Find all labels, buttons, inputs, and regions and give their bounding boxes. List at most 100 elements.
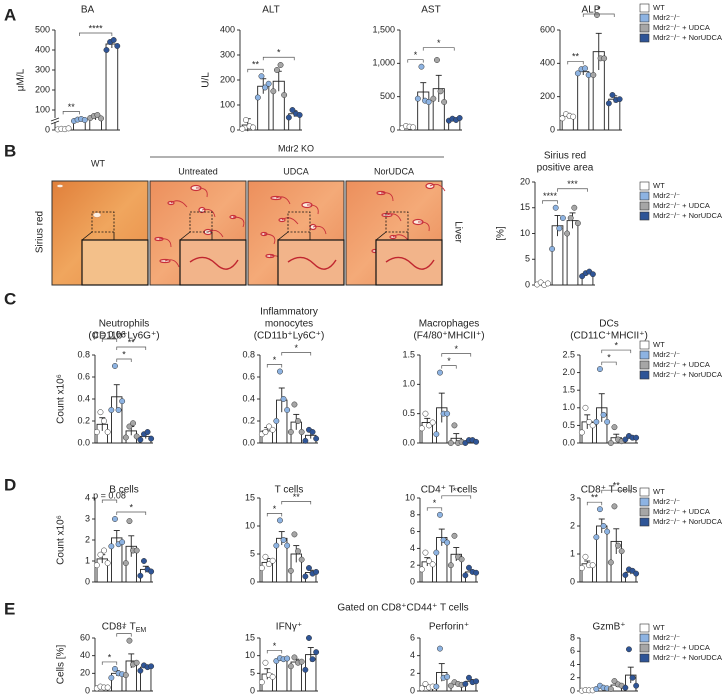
data-point — [429, 419, 436, 426]
y-tick-label: 0 — [410, 685, 415, 695]
data-point — [148, 435, 155, 442]
axis-break-gap — [51, 118, 59, 122]
histology-image — [345, 180, 446, 286]
y-tick-label: 0.4 — [242, 393, 255, 403]
significance-label: * — [454, 344, 458, 354]
significance-bracket — [601, 349, 632, 354]
data-point — [266, 561, 272, 568]
significance-bracket — [601, 489, 632, 494]
legend-swatch — [639, 360, 650, 370]
y-tick-label: 20 — [520, 176, 530, 186]
legend-label: Mdr2⁻/⁻ + UDCA — [653, 360, 710, 369]
y-tick-label: 0 — [570, 576, 575, 586]
data-point — [564, 230, 571, 237]
y-tick-label: 2 — [85, 534, 90, 544]
data-point — [126, 423, 133, 430]
y-axis-label: [%] — [496, 226, 507, 241]
y-tick-label: 1.0 — [562, 402, 575, 412]
data-point — [108, 674, 115, 681]
chart-title: Sirius red — [544, 151, 586, 162]
data-point — [444, 673, 451, 680]
y-tick-label: 5 — [250, 668, 255, 678]
data-point — [615, 542, 621, 549]
inset-fibrosis — [189, 256, 239, 270]
data-point — [578, 565, 585, 571]
vessel — [56, 184, 64, 188]
chart-title: DCs — [599, 319, 618, 330]
significance-bracket — [266, 513, 283, 517]
data-point — [589, 422, 596, 429]
y-tick-label: 0.0 — [402, 437, 415, 447]
chart-title: B cells — [109, 485, 138, 496]
legend-swatch — [639, 643, 650, 653]
fibrosis — [380, 192, 394, 202]
inset — [179, 239, 247, 286]
data-point — [609, 92, 616, 98]
y-tick-label: 60 — [80, 632, 90, 642]
data-point — [451, 532, 458, 539]
data-point — [306, 565, 312, 571]
data-point — [597, 366, 603, 373]
data-point — [258, 565, 265, 571]
data-point — [295, 548, 301, 555]
data-point — [101, 418, 108, 424]
data-point — [418, 425, 425, 432]
y-tick-label: 300 — [220, 49, 235, 59]
data-point — [277, 517, 283, 524]
legend-label: Mdr2⁻/⁻ + NorUDCA — [653, 33, 722, 42]
data-point — [458, 556, 465, 563]
fibrosis — [232, 216, 245, 228]
data-point — [622, 436, 629, 443]
data-point — [437, 511, 443, 518]
chart: B cells Count x10⁶ 0 1 2 3 4 *p = 0.08 — [56, 485, 155, 586]
data-point — [593, 418, 600, 425]
y-tick-label: 4 — [410, 543, 415, 553]
data-point — [582, 404, 589, 411]
data-point — [284, 542, 291, 549]
data-point — [444, 539, 451, 546]
data-point — [434, 57, 440, 63]
data-point — [281, 92, 288, 98]
chart-title: AST — [421, 5, 440, 16]
data-point — [298, 658, 305, 665]
data-point — [418, 63, 425, 70]
image-label: Untreated — [178, 166, 218, 176]
significance-bracket — [281, 352, 312, 356]
chart: CD8⁺ TEM Cells [%] 0 20 40 60 * * — [56, 622, 155, 695]
inset-marker — [91, 211, 115, 233]
data-point — [101, 547, 108, 554]
legend-swatch — [639, 211, 650, 221]
fibrosis — [281, 217, 299, 225]
chart: Perforin⁺ 0 2 4 6 — [410, 622, 480, 695]
data-point — [589, 562, 596, 569]
data-point — [600, 411, 607, 418]
legend-swatch — [639, 181, 650, 191]
chart: Macrophages(F4/80⁺MHCII⁺) 0.0 0.5 1.0 1.5 ** — [402, 319, 484, 448]
y-tick-label: 10 — [245, 650, 255, 660]
legend-swatch — [639, 201, 650, 211]
data-point — [270, 88, 277, 95]
data-point — [600, 523, 607, 529]
data-point — [110, 37, 117, 43]
data-point — [148, 568, 155, 575]
data-point — [280, 537, 287, 543]
panel-label: C — [4, 289, 16, 308]
data-point — [313, 649, 320, 656]
image-label: WT — [91, 158, 105, 168]
legend-label: WT — [653, 623, 665, 632]
legend-swatch — [639, 13, 650, 23]
data-point — [590, 72, 597, 78]
data-point — [243, 117, 249, 123]
data-point — [418, 685, 425, 692]
fibrosis — [312, 225, 327, 235]
y-tick-label: 200 — [540, 91, 555, 101]
histology-image — [149, 180, 247, 286]
y-tick-label: 3 — [570, 492, 575, 502]
data-point — [441, 99, 448, 105]
y-tick-label: 15 — [520, 202, 530, 212]
data-point — [144, 429, 151, 435]
data-point — [425, 99, 432, 105]
